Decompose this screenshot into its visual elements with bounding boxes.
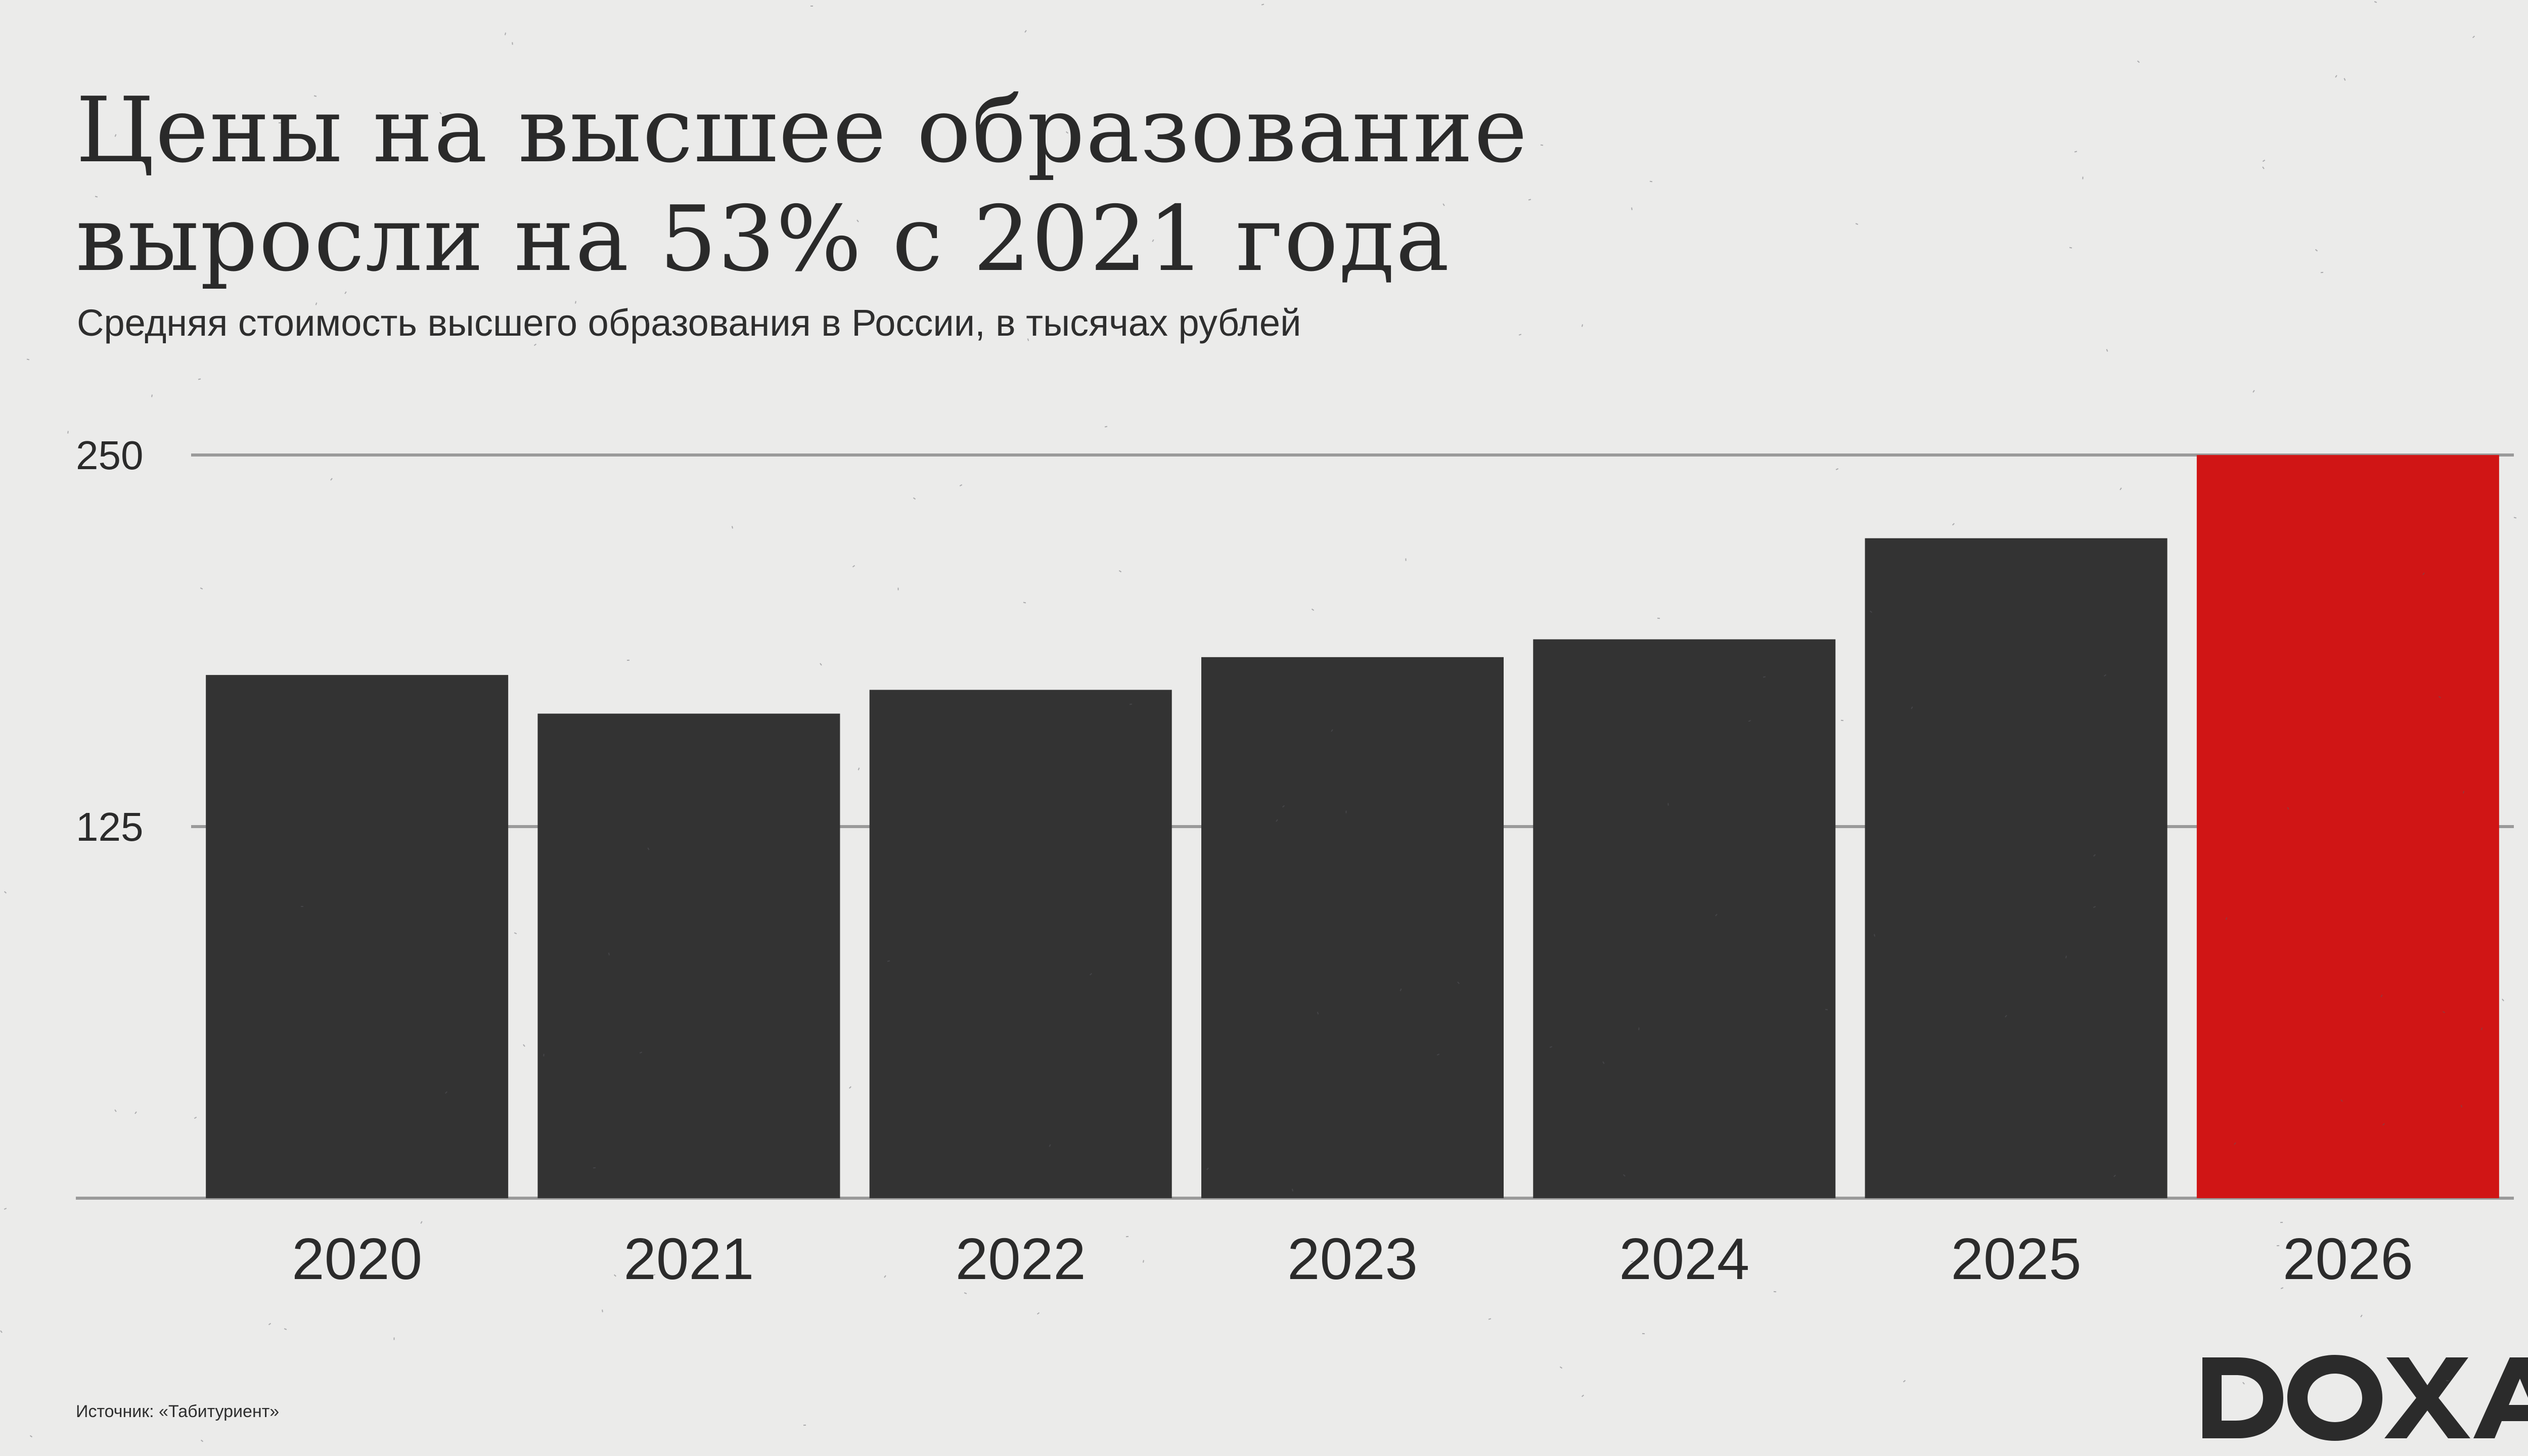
chart-subtitle: Средняя стоимость высшего образования в … <box>77 302 1301 344</box>
x-tick-label-2026: 2026 <box>2283 1226 2413 1292</box>
paper-speck <box>1773 1291 1777 1293</box>
paper-speck <box>1657 617 1660 619</box>
paper-speck <box>1840 719 1844 721</box>
paper-speck <box>2082 176 2084 179</box>
paper-speck <box>1667 803 1669 806</box>
paper-speck <box>1642 1333 1645 1335</box>
x-tick-label-2023: 2023 <box>1287 1226 1418 1292</box>
x-tick-label-2025: 2025 <box>1951 1226 2082 1292</box>
paper-speck <box>393 1337 395 1340</box>
bar-2021 <box>537 713 840 1198</box>
paper-speck <box>1405 558 1407 561</box>
paper-speck <box>803 1424 806 1426</box>
bar-2026 <box>2196 455 2499 1198</box>
bar-2025 <box>1865 538 2168 1198</box>
paper-speck <box>300 905 304 907</box>
chart-title: Цены на высшее образование выросли на 53… <box>76 76 1896 293</box>
source-note: Источник: «Табитуриент» <box>76 1402 280 1421</box>
doxa-logo <box>2202 1355 2528 1441</box>
paper-speck <box>2276 1245 2280 1247</box>
paper-speck <box>1345 810 1347 813</box>
paper-speck <box>543 1054 545 1057</box>
bar-2024 <box>1533 639 1836 1198</box>
paper-speck <box>626 659 630 661</box>
x-tick-label-2021: 2021 <box>623 1226 754 1292</box>
paper-speck <box>2280 1221 2283 1223</box>
y-tick-label: 125 <box>76 804 143 849</box>
x-tick-label-2024: 2024 <box>1619 1226 1749 1292</box>
bar-2020 <box>206 675 509 1198</box>
x-tick-label-2020: 2020 <box>292 1226 422 1292</box>
x-tick-label-2022: 2022 <box>956 1226 1086 1292</box>
bar-2023 <box>1201 657 1504 1198</box>
bar-2022 <box>869 690 1172 1198</box>
paper-speck <box>512 42 513 45</box>
paper-speck <box>278 122 282 124</box>
paper-speck <box>897 587 899 590</box>
y-tick-label: 250 <box>76 433 143 478</box>
paper-speck <box>810 5 814 7</box>
paper-speck <box>593 1167 596 1169</box>
chart-title-line-2: выросли на 53% с 2021 года <box>76 187 1451 291</box>
chart-title-line-1: Цены на высшее образование <box>76 78 1528 183</box>
